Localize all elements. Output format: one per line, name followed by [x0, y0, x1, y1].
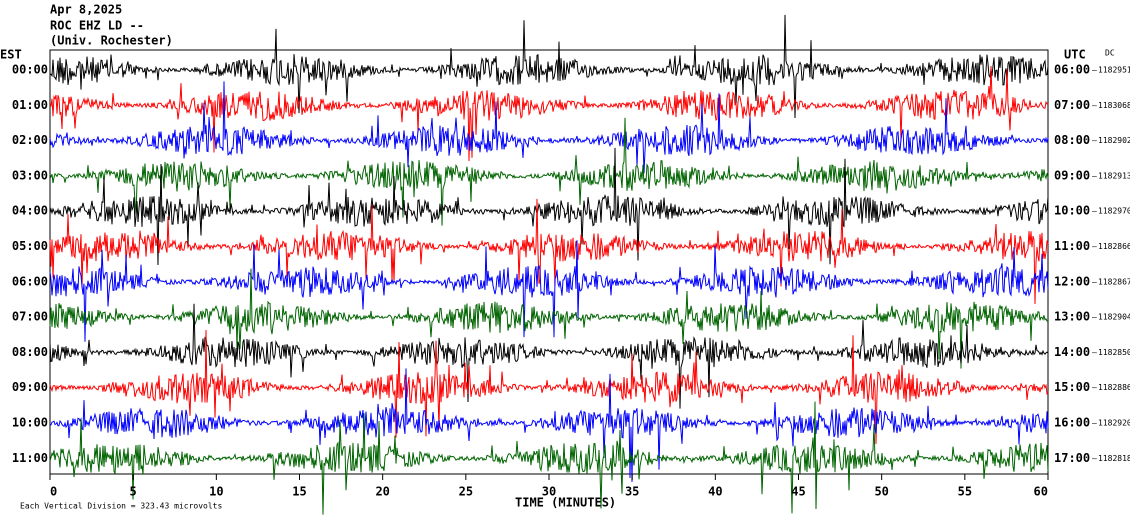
dc-offset: 1182886: [1098, 383, 1130, 392]
footnote: Each Vertical Division = 323.43 microvol…: [20, 502, 222, 511]
x-tick-label: 55: [958, 485, 972, 499]
est-hour-label: 03:00: [12, 168, 48, 182]
est-hour-label: 05:00: [12, 239, 48, 253]
dc-offset: 1183068: [1098, 101, 1130, 110]
dc-offset: 1182904: [1098, 313, 1130, 322]
title-line: Apr 8,2025: [50, 3, 122, 17]
dc-separator: —: [1092, 101, 1097, 110]
dc-separator: —: [1092, 277, 1097, 286]
utc-hour-label: 06:00: [1054, 63, 1090, 77]
trace: [49, 147, 1049, 266]
plot-frame: [49, 49, 1049, 475]
trace: [49, 81, 1049, 174]
est-hour-label: 07:00: [12, 310, 48, 324]
left-zone: EST: [0, 48, 22, 62]
utc-hour-label: 13:00: [1054, 310, 1090, 324]
dc-separator: —: [1092, 207, 1097, 216]
est-hour-label: 09:00: [12, 380, 48, 394]
dc-separator: —: [1092, 383, 1097, 392]
utc-hour-label: 07:00: [1054, 98, 1090, 112]
trace: [49, 198, 1049, 305]
dc-offset: 1182913: [1098, 171, 1130, 180]
trace: [49, 268, 1049, 369]
traces: [49, 14, 1049, 515]
dc-offset: 1182970: [1098, 207, 1130, 216]
utc-hour-label: 10:00: [1054, 204, 1090, 218]
x-tick-label: 30: [542, 485, 556, 499]
trace: [49, 303, 1049, 409]
utc-hour-label: 17:00: [1054, 451, 1090, 465]
dc-separator: —: [1092, 136, 1097, 145]
dc-offset: 1182866: [1098, 242, 1130, 251]
x-tick-label: 15: [292, 485, 306, 499]
trace: [49, 240, 1049, 342]
x-tick-label: 50: [874, 485, 888, 499]
est-hour-label: 02:00: [12, 133, 48, 147]
utc-hour-label: 15:00: [1054, 380, 1090, 394]
x-tick-label: 10: [209, 485, 223, 499]
est-hour-label: 00:00: [12, 63, 48, 77]
trace: [49, 401, 1049, 515]
trace: [49, 14, 1049, 119]
dc-separator: —: [1092, 419, 1097, 428]
x-tick-label: 25: [459, 485, 473, 499]
est-hour-label: 01:00: [12, 98, 48, 112]
dc-label: DC: [1105, 49, 1115, 58]
dc-offset: 1182850: [1098, 348, 1130, 357]
x-tick-label: 40: [708, 485, 722, 499]
dc-offset: 1182902: [1098, 136, 1130, 145]
utc-hour-label: 09:00: [1054, 168, 1090, 182]
trace: [49, 117, 1049, 226]
est-hour-label: 11:00: [12, 451, 48, 465]
trace: [49, 329, 1049, 444]
utc-hour-label: 14:00: [1054, 345, 1090, 359]
dc-separator: —: [1092, 171, 1097, 180]
dc-separator: —: [1092, 454, 1097, 463]
trace: [49, 368, 1049, 483]
dc-separator: —: [1092, 348, 1097, 357]
utc-hour-label: 12:00: [1054, 274, 1090, 288]
x-tick-label: 35: [625, 485, 639, 499]
est-hour-label: 06:00: [12, 274, 48, 288]
x-tick-label: 5: [130, 485, 137, 499]
dc-separator: —: [1092, 313, 1097, 322]
right-zone: UTC: [1064, 48, 1086, 62]
utc-hour-label: 08:00: [1054, 133, 1090, 147]
x-axis-label: TIME (MINUTES): [515, 496, 616, 510]
dc-offset: 1182951: [1098, 66, 1130, 75]
title-line: ROC EHZ LD --: [50, 19, 144, 33]
est-hour-label: 10:00: [12, 416, 48, 430]
x-tick-label: 0: [50, 485, 57, 499]
dc-separator: —: [1092, 66, 1097, 75]
dc-separator: —: [1092, 242, 1097, 251]
dc-offset: 1182920: [1098, 419, 1130, 428]
x-tick-label: 20: [375, 485, 389, 499]
utc-hour-label: 16:00: [1054, 416, 1090, 430]
x-tick-label: 45: [791, 485, 805, 499]
est-hour-label: 04:00: [12, 204, 48, 218]
trace: [49, 65, 1049, 162]
utc-hour-label: 11:00: [1054, 239, 1090, 253]
dc-offset: 1182818: [1098, 454, 1130, 463]
est-hour-label: 08:00: [12, 345, 48, 359]
x-tick-label: 60: [1034, 485, 1048, 499]
title-line: (Univ. Rochester): [50, 34, 173, 48]
dc-offset: 1182867: [1098, 277, 1130, 286]
